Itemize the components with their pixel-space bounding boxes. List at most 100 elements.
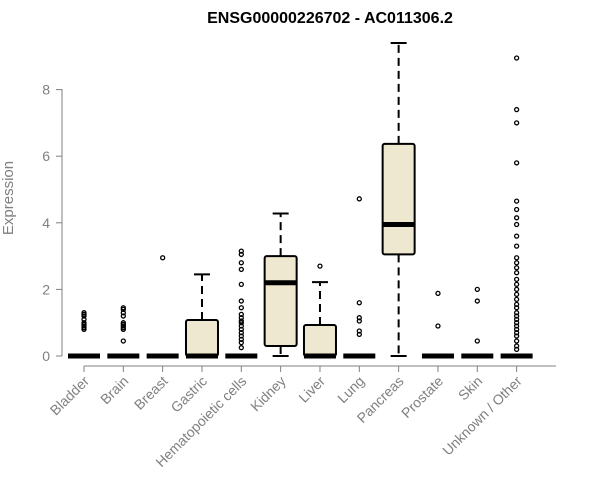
outlier-point (513, 260, 520, 266)
x-tick-label: Lung (334, 373, 367, 406)
outlier-point (513, 206, 520, 213)
outlier-point (238, 266, 244, 273)
y-tick-label: 4 (42, 215, 50, 231)
outlier-point (238, 340, 244, 346)
outlier-point (238, 333, 244, 339)
x-tick-label: Bladder (47, 373, 93, 419)
outlier-point (238, 336, 244, 343)
x-tick-label: Skin (455, 373, 486, 404)
outlier-point (513, 333, 520, 339)
outlier-point (513, 330, 520, 336)
x-tick-label: Kidney (247, 373, 289, 415)
outlier-point (513, 198, 520, 204)
box-8 (381, 41, 416, 357)
box-7 (343, 196, 376, 359)
outlier-point (238, 260, 244, 266)
outlier-point (120, 310, 126, 316)
y-tick-label: 6 (42, 148, 50, 164)
outlier-point (513, 160, 520, 166)
outlier-point (513, 55, 520, 61)
outlier-point (238, 315, 244, 321)
box-2 (146, 255, 179, 359)
outlier-point (356, 315, 362, 321)
outlier-point (356, 331, 362, 338)
outlier-point (120, 313, 126, 319)
x-tick-label: Breast (131, 373, 171, 413)
outlier-point (81, 316, 87, 323)
outlier-point (513, 313, 520, 319)
outlier-point (513, 301, 520, 308)
outlier-point (238, 330, 244, 336)
box-6 (302, 263, 337, 359)
outlier-point (238, 326, 244, 333)
outlier-point (435, 290, 441, 297)
outlier-point (513, 243, 520, 249)
x-tick-label: Prostate (398, 373, 446, 421)
outlier-point (120, 320, 126, 326)
box-5 (263, 212, 298, 357)
outlier-point (238, 251, 244, 258)
outlier-point (120, 338, 126, 344)
outlier-point (513, 316, 520, 323)
outlier-point (81, 310, 87, 316)
box-body (302, 324, 337, 358)
box-body (184, 319, 219, 358)
outlier-point (238, 248, 244, 254)
box-4 (225, 248, 258, 359)
outlier-point (120, 305, 126, 311)
outlier-point (513, 270, 520, 276)
outlier-point (317, 263, 323, 269)
outlier-point (513, 310, 520, 316)
outlier-point (435, 323, 441, 329)
box-body (381, 142, 416, 256)
outlier-point (513, 215, 520, 221)
box-9 (421, 290, 454, 359)
box-3 (184, 273, 219, 359)
outlier-point (513, 276, 520, 283)
outlier-point (513, 343, 520, 349)
y-axis-label: Expression (0, 161, 17, 235)
outlier-point (356, 196, 362, 202)
outlier-point (513, 323, 520, 329)
outlier-point (513, 221, 520, 228)
outlier-point (513, 291, 520, 298)
box-1 (107, 305, 140, 359)
outlier-point (513, 233, 520, 239)
x-tick-label: Liver (295, 373, 328, 406)
box-11 (500, 55, 533, 359)
outlier-point (513, 305, 520, 311)
outlier-point (238, 318, 244, 324)
outlier-point (238, 345, 244, 351)
outlier-point (238, 305, 244, 311)
box-body (263, 255, 298, 348)
outlier-point (513, 320, 520, 326)
outlier-point (474, 338, 480, 344)
box-10 (461, 286, 494, 359)
outlier-point (513, 326, 520, 333)
outlier-point (238, 298, 244, 304)
outlier-point (356, 300, 362, 306)
outlier-point (513, 120, 520, 126)
y-tick-label: 0 (42, 348, 50, 364)
outlier-point (513, 255, 520, 261)
outlier-point (356, 318, 362, 324)
outlier-point (238, 281, 244, 288)
outlier-point (160, 255, 166, 261)
outlier-point (474, 286, 480, 293)
y-tick-label: 2 (42, 281, 50, 297)
outlier-point (513, 346, 520, 352)
outlier-point (513, 281, 520, 288)
outlier-point (474, 298, 480, 304)
x-tick-label: Brain (97, 373, 131, 407)
outlier-point (513, 338, 520, 344)
outlier-point (238, 323, 244, 329)
chart-title: ENSG00000226702 - AC011306.2 (207, 10, 453, 27)
outlier-point (513, 286, 520, 293)
outlier-point (356, 328, 362, 334)
outlier-point (513, 265, 520, 271)
outlier-point (238, 311, 244, 318)
outlier-point (513, 296, 520, 303)
outlier-point (513, 106, 520, 113)
